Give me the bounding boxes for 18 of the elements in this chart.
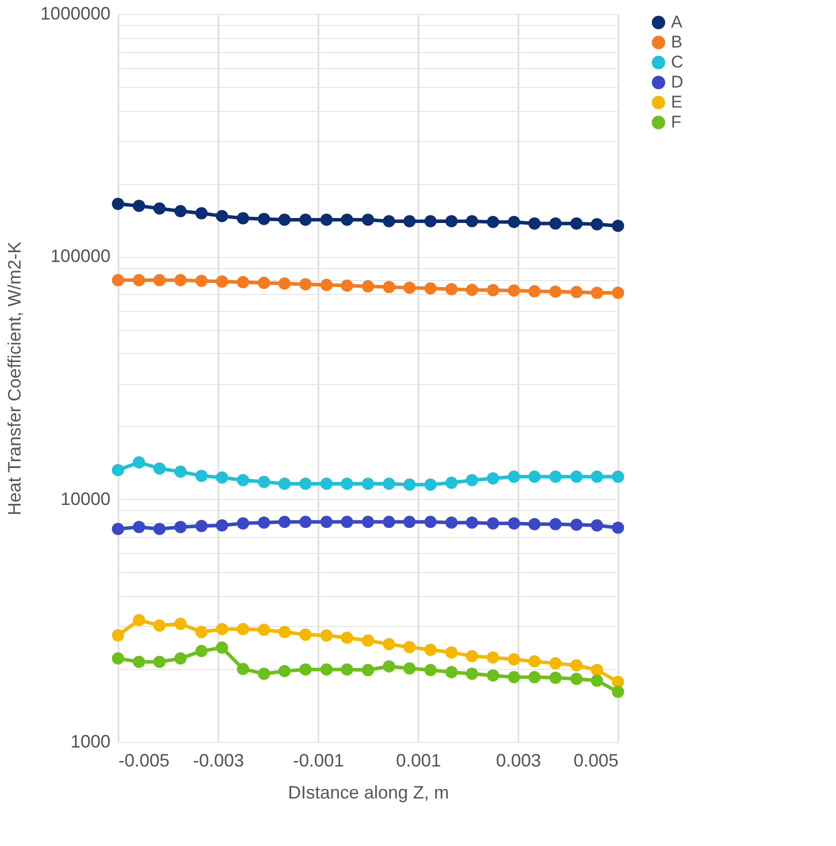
x-tick-label: 0.001	[396, 750, 442, 770]
legend-label: F	[671, 112, 682, 132]
legend-label: C	[671, 52, 684, 72]
x-tick-label: -0.003	[192, 750, 244, 770]
y-axis-title: Heat Transfer Coefficient, W/m2-K	[4, 242, 24, 516]
x-axis-title: DIstance along Z, m	[288, 782, 450, 802]
legend-label: E	[671, 92, 682, 112]
y-tick-label: 10000	[60, 488, 110, 509]
legend-label: B	[671, 32, 682, 52]
x-tick-label: 0.005	[573, 750, 618, 770]
x-tick-label: 0.003	[496, 750, 542, 770]
x-tick-label: -0.001	[292, 750, 344, 770]
y-tick-label: 100000	[50, 246, 110, 266]
y-tick-label: 1000	[70, 732, 110, 752]
y-tick-label: 1000000	[40, 4, 110, 24]
legend-label: D	[671, 72, 684, 92]
x-tick-label: -0.005	[118, 750, 170, 770]
legend-label: A	[671, 12, 683, 32]
